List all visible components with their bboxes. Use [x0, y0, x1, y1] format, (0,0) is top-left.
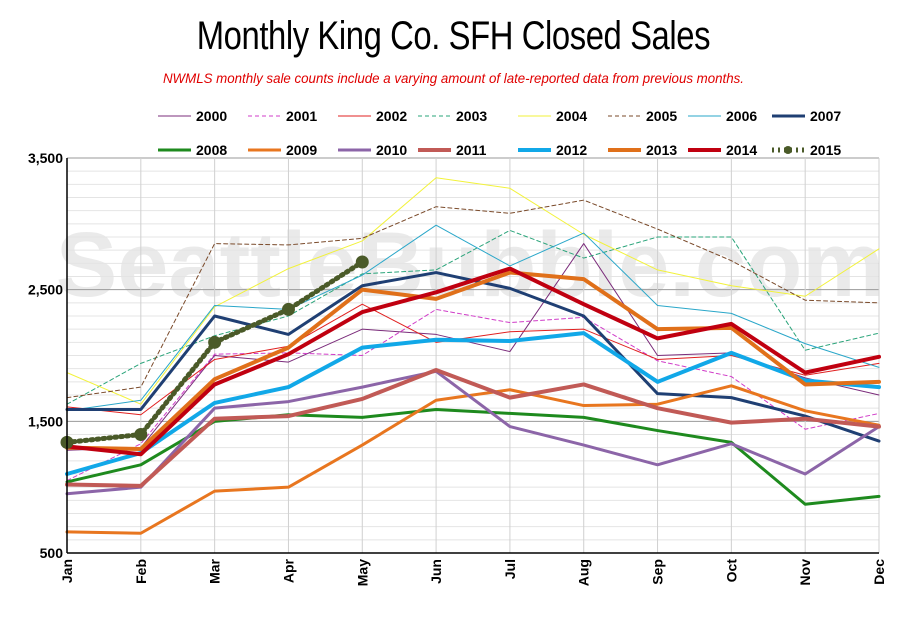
series-line-2010 [65, 369, 881, 496]
legend-label-2007: 2007 [810, 108, 841, 124]
x-tick-label: Apr [280, 558, 296, 583]
chart-title: Monthly King Co. SFH Closed Sales [196, 14, 711, 58]
series-point-2015 [134, 428, 148, 441]
watermark: SeattleBubble.com [56, 214, 884, 316]
x-tick-label: Oct [723, 559, 739, 583]
series-line-2004 [66, 177, 880, 405]
series-line-2006 [66, 224, 880, 412]
x-tick-label: Feb [133, 559, 149, 584]
legend-label-2012: 2012 [556, 142, 587, 158]
legend-label-2009: 2009 [286, 142, 317, 158]
series-line-2008 [65, 407, 881, 506]
legend-label-2008: 2008 [196, 142, 227, 158]
legend-label-2002: 2002 [376, 108, 407, 124]
legend-label-2010: 2010 [376, 142, 407, 158]
series-line-2005 [66, 199, 880, 399]
x-tick-label: Mar [207, 558, 223, 583]
y-tick-label: 2,500 [28, 282, 63, 298]
legend-label-2014: 2014 [726, 142, 757, 158]
x-tick-label: Jul [502, 559, 518, 579]
series-line-2011 [65, 367, 881, 488]
legend-label-2001: 2001 [286, 108, 317, 124]
chart-subtitle: NWMLS monthly sale counts include a vary… [162, 70, 744, 86]
series-line-2013 [65, 270, 881, 451]
x-tick-label: May [354, 559, 370, 586]
series-point-2015 [208, 335, 222, 349]
x-tick-label: Jan [59, 559, 75, 583]
x-tick-label: Nov [797, 559, 813, 586]
series-point-2015 [281, 302, 295, 316]
x-tick-label: Sep [650, 559, 666, 585]
series-line-2012 [65, 331, 881, 476]
legend-label-2000: 2000 [196, 108, 227, 124]
y-tick-label: 500 [40, 545, 64, 561]
series-line-2003 [66, 229, 880, 405]
x-tick-label: Aug [576, 559, 592, 586]
series-line-2014 [65, 266, 881, 457]
series-line-2009 [65, 384, 881, 535]
legend-label-2015: 2015 [810, 142, 841, 158]
x-tick-label: Dec [871, 559, 887, 585]
legend-label-2003: 2003 [456, 108, 487, 124]
legend-label-2011: 2011 [456, 142, 487, 158]
legend-label-2005: 2005 [646, 108, 677, 124]
legend-label-2004: 2004 [556, 108, 587, 124]
x-tick-label: Jun [428, 559, 444, 584]
legend-label-2013: 2013 [646, 142, 677, 158]
y-tick-label: 1,500 [28, 413, 63, 429]
legend-label-2006: 2006 [726, 108, 757, 124]
legend-marker-2015 [784, 146, 792, 154]
series-point-2015 [355, 255, 369, 269]
y-tick-label: 3,500 [28, 150, 63, 166]
